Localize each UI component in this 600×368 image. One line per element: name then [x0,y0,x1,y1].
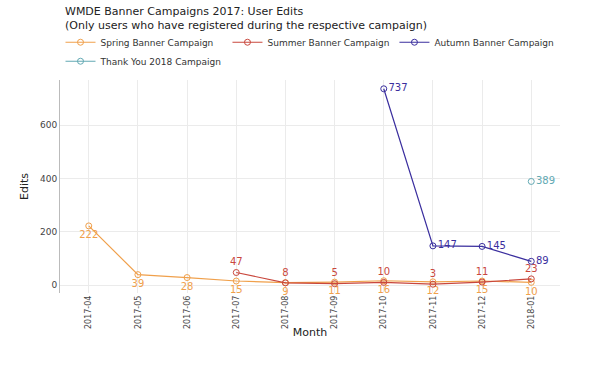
svg-text:389: 389 [536,175,555,186]
svg-text:10: 10 [377,266,390,277]
svg-text:15: 15 [476,284,489,295]
svg-text:Summer Banner Campaign: Summer Banner Campaign [267,38,389,48]
svg-text:145: 145 [487,240,506,251]
svg-text:28: 28 [181,281,194,292]
svg-text:10: 10 [525,286,538,297]
svg-text:5: 5 [331,267,337,278]
svg-text:2017-10: 2017-10 [379,296,388,329]
svg-text:Thank You 2018 Campaign: Thank You 2018 Campaign [100,57,221,67]
svg-text:200: 200 [40,227,57,237]
svg-text:WMDE Banner Campaigns 2017: Us: WMDE Banner Campaigns 2017: User Edits(O… [65,5,427,32]
svg-text:2018-01: 2018-01 [527,296,536,329]
svg-text:11: 11 [476,266,489,277]
svg-text:47: 47 [230,256,243,267]
svg-text:11: 11 [328,285,341,296]
svg-text:Spring Banner Campaign: Spring Banner Campaign [101,38,214,48]
svg-text:3: 3 [430,268,436,279]
svg-text:2017-09: 2017-09 [330,296,339,329]
svg-text:8: 8 [282,267,288,278]
svg-text:2017-04: 2017-04 [84,296,93,329]
svg-text:Edits: Edits [18,173,31,200]
svg-text:600: 600 [40,120,57,130]
svg-text:737: 737 [389,82,408,93]
svg-text:2017-05: 2017-05 [134,296,143,329]
svg-text:39: 39 [132,278,145,289]
svg-text:89: 89 [536,255,549,266]
svg-text:23: 23 [525,263,538,274]
svg-text:Autumn Banner Campaign: Autumn Banner Campaign [434,38,553,48]
svg-text:147: 147 [438,239,457,250]
svg-text:2017-12: 2017-12 [478,296,487,329]
svg-text:2017-08: 2017-08 [281,296,290,329]
svg-text:9: 9 [282,286,288,297]
svg-text:222: 222 [79,229,98,240]
svg-text:12: 12 [427,285,440,296]
svg-text:2017-11: 2017-11 [429,296,438,329]
svg-text:2017-07: 2017-07 [232,296,241,329]
svg-text:0: 0 [51,280,57,290]
svg-text:Month: Month [293,326,328,339]
svg-text:2017-06: 2017-06 [183,296,192,329]
svg-text:400: 400 [40,174,57,184]
svg-text:16: 16 [377,284,390,295]
svg-text:15: 15 [230,284,243,295]
